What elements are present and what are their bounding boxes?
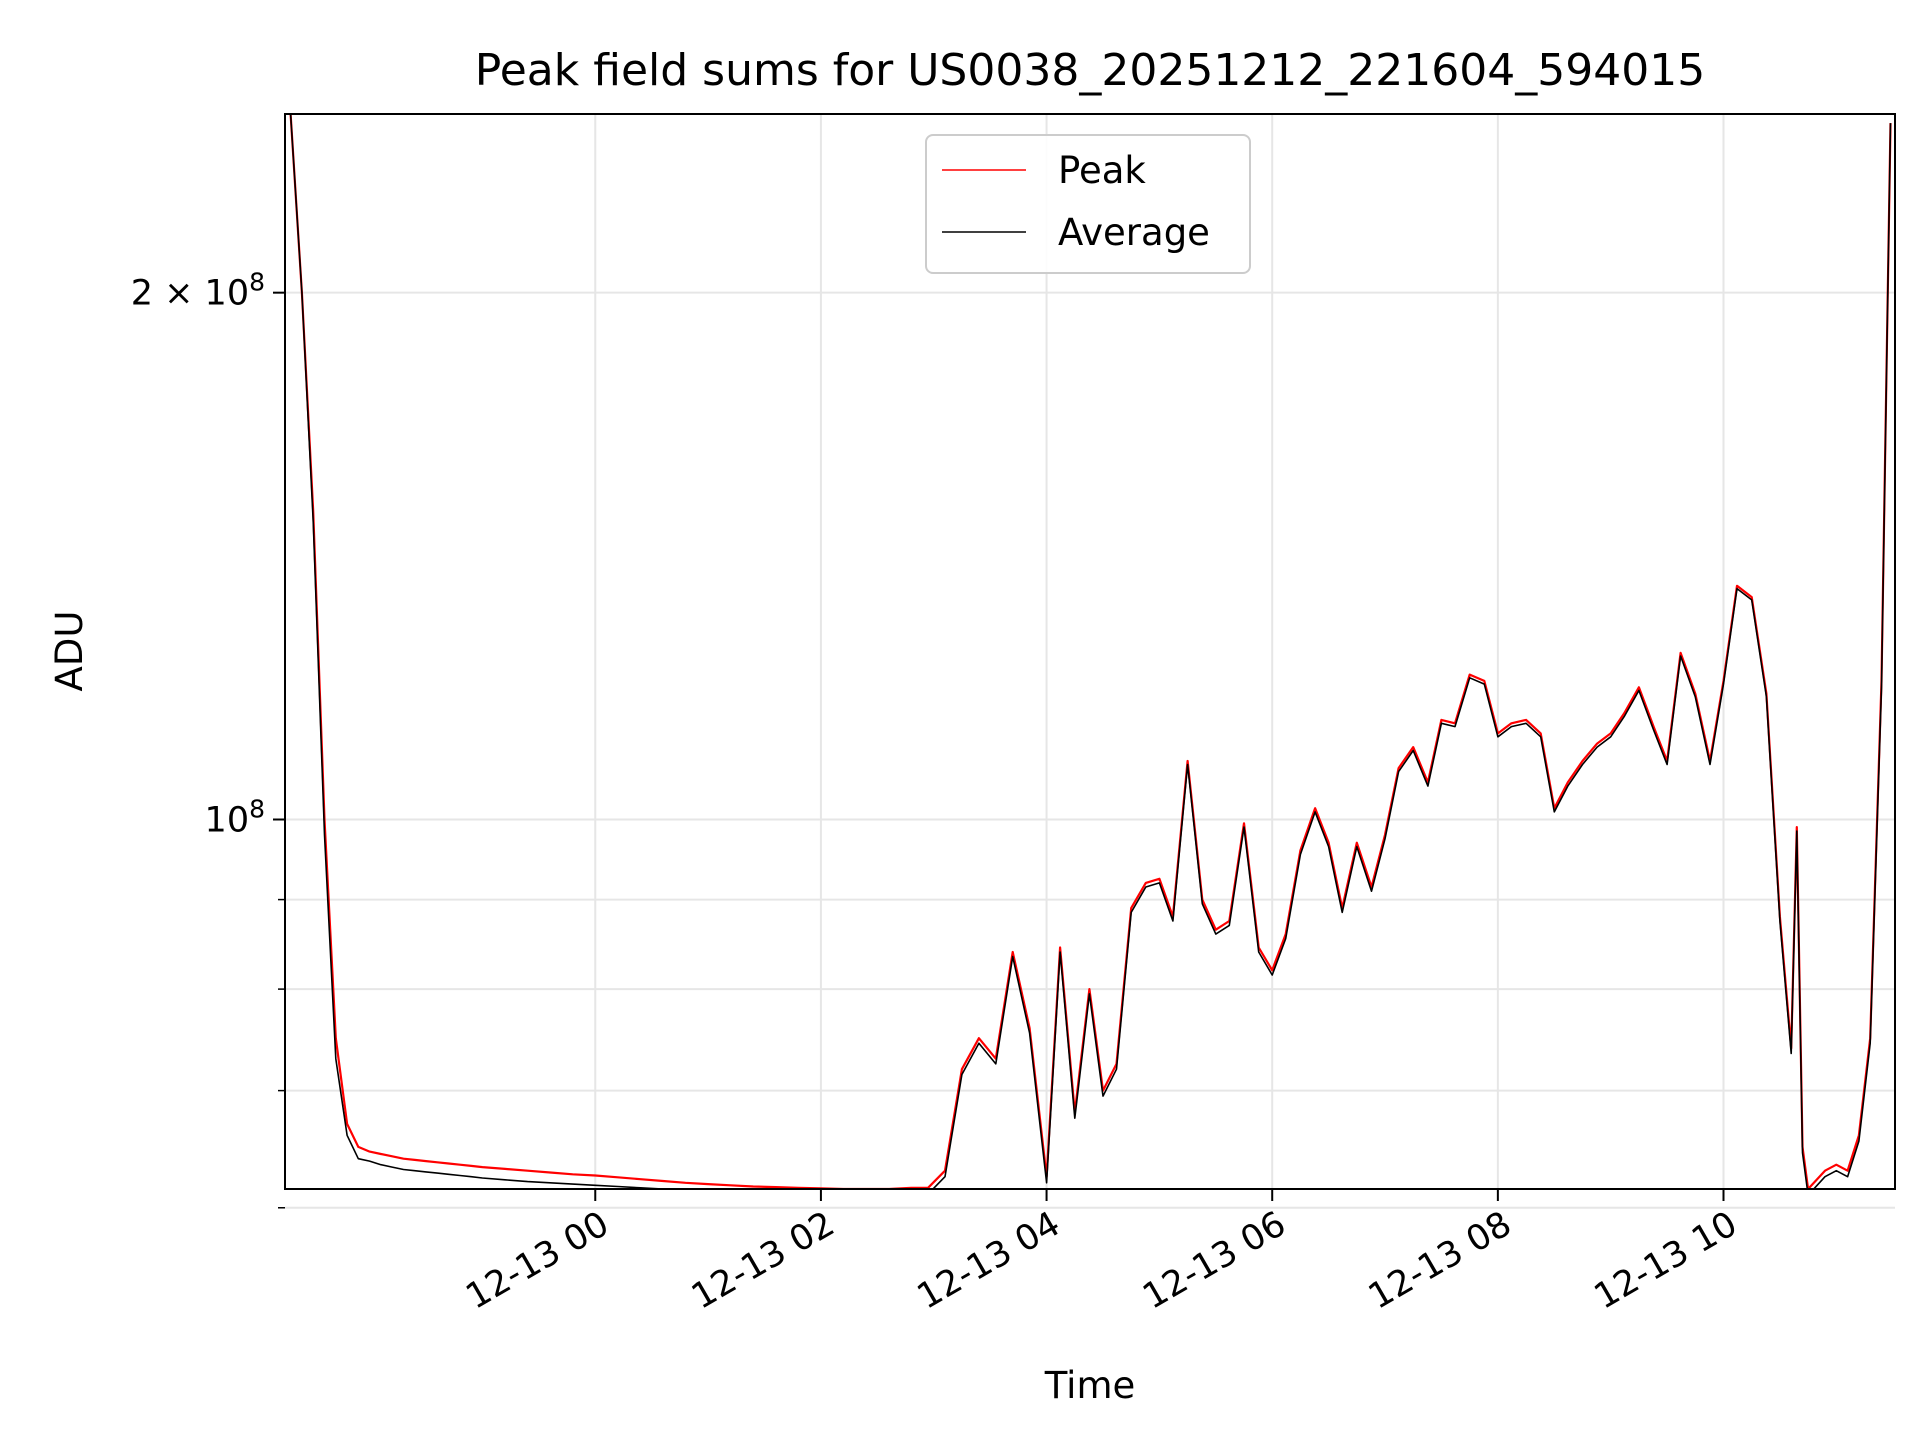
y-tick-label: 108 [205,795,265,841]
y-axis-ticks: 108 2 × 108 [131,268,285,1209]
plot-series [289,114,1892,1189]
y-tick-label: 2 × 108 [131,268,265,314]
y-axis-label: ADU [48,611,91,692]
series-line-average [289,114,1892,1189]
chart-title: Peak field sums for US0038_20251212_2216… [475,45,1705,96]
grid-lines [285,114,1895,1209]
legend-label-peak: Peak [1058,149,1146,192]
x-axis-label: Time [1044,1364,1136,1407]
legend: Peak Average [925,134,1251,274]
legend-label-average: Average [1058,211,1210,254]
plot-frame [284,113,1896,1190]
